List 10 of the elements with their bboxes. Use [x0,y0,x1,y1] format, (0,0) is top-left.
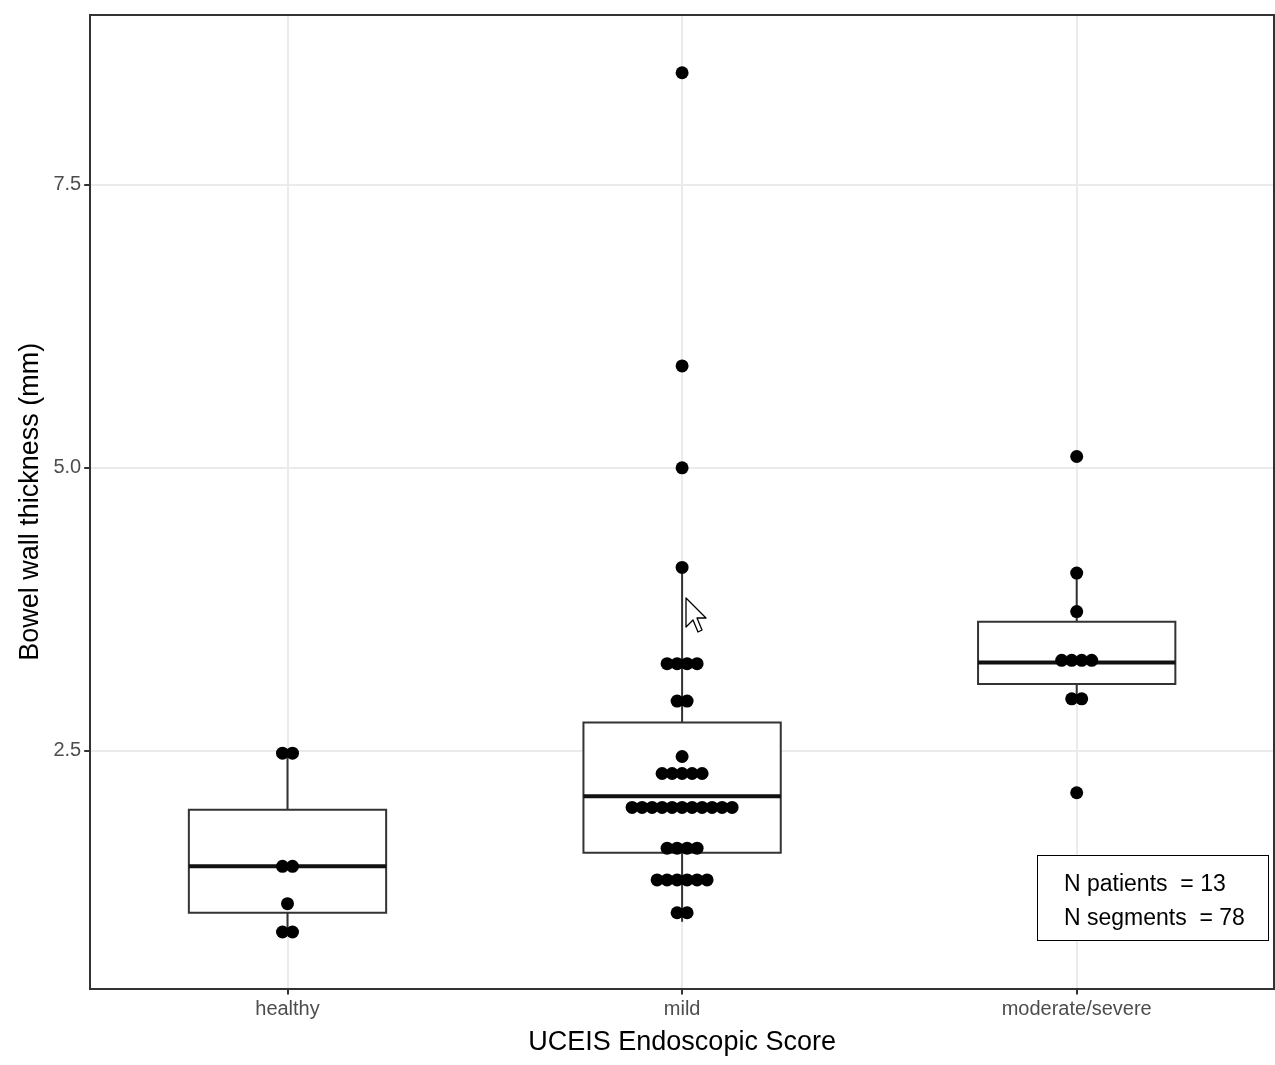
x-tick-label: healthy [255,997,320,1020]
x-axis-title: UCEIS Endoscopic Score [528,1026,836,1057]
y-tick-label: 7.5 [53,172,82,195]
y-tick-label: 2.5 [53,738,82,761]
x-tick-label: mild [663,997,701,1020]
annotation: N patients = 13 [1064,869,1227,898]
x-tick-label: moderate/severe [1001,997,1152,1020]
annotation: N segments = 78 [1064,903,1246,932]
y-axis-title: Bowel wall thickness (mm) [13,342,44,661]
y-tick-label: 5.0 [53,455,82,478]
